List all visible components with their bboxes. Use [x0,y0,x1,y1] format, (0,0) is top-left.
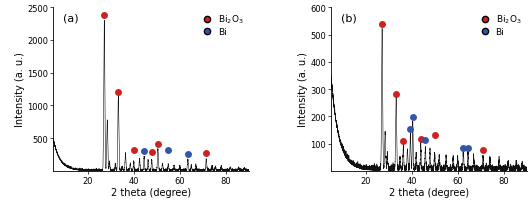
Legend: Bi$_2$O$_3$, Bi: Bi$_2$O$_3$, Bi [475,13,522,38]
Legend: Bi$_2$O$_3$, Bi: Bi$_2$O$_3$, Bi [197,13,244,38]
Text: (b): (b) [341,13,356,23]
Y-axis label: Intensity (a. u.): Intensity (a. u.) [297,52,307,127]
Text: (a): (a) [63,13,79,23]
X-axis label: 2 theta (degree): 2 theta (degree) [389,187,469,198]
X-axis label: 2 theta (degree): 2 theta (degree) [111,187,191,198]
Y-axis label: Intensity (a. u.): Intensity (a. u.) [14,52,24,127]
